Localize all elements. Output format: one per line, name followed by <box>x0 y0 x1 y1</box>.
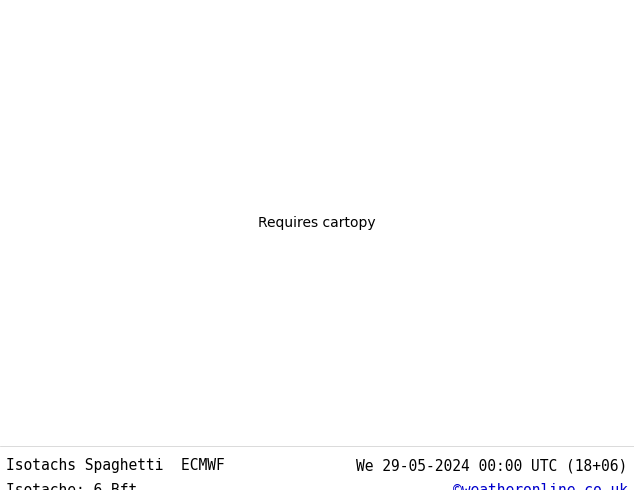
Text: Isotachs Spaghetti  ECMWF: Isotachs Spaghetti ECMWF <box>6 458 225 473</box>
Text: Requires cartopy: Requires cartopy <box>258 216 376 230</box>
Text: ©weatheronline.co.uk: ©weatheronline.co.uk <box>453 483 628 490</box>
Text: We 29-05-2024 00:00 UTC (18+06): We 29-05-2024 00:00 UTC (18+06) <box>356 458 628 473</box>
Text: Isotache: 6 Bft: Isotache: 6 Bft <box>6 483 138 490</box>
